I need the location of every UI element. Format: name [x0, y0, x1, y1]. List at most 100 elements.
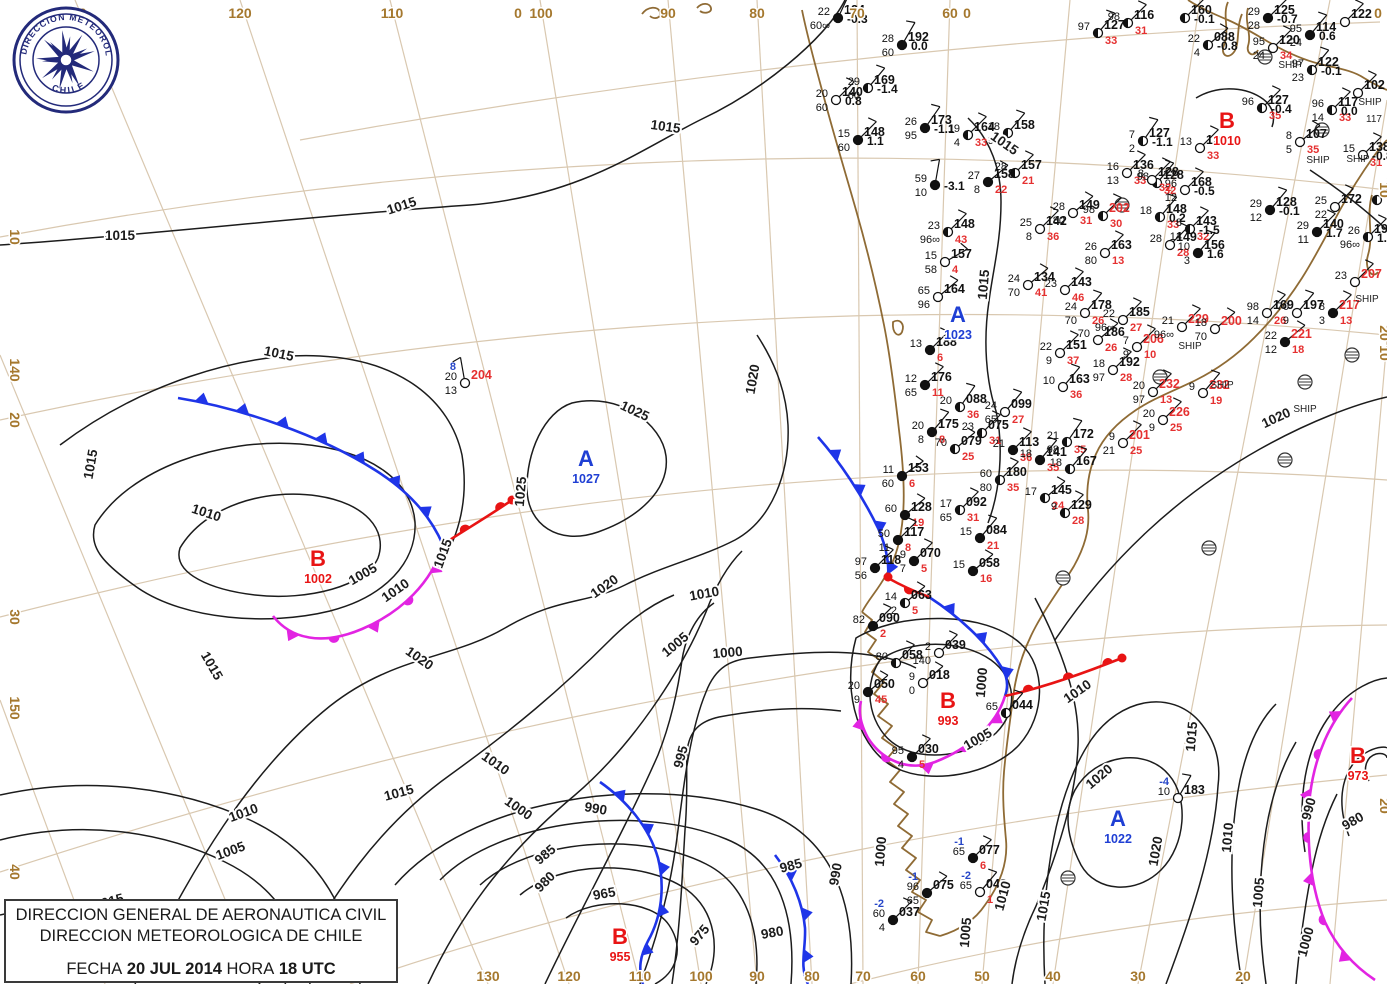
coastline	[696, 2, 712, 14]
hatched-circle-symbol	[1277, 452, 1293, 468]
parallel-line	[299, 21, 1381, 141]
station-red-value: 19	[1210, 395, 1222, 407]
station-half-fill	[1372, 195, 1377, 205]
station-pressure-value: 232	[1159, 377, 1180, 391]
station-dewpoint: 98	[1047, 444, 1059, 456]
isobar-label: 1010	[227, 801, 260, 825]
station-temperature: 28	[1053, 201, 1065, 213]
grid-label: 20	[1235, 968, 1251, 984]
station-tendency-value: 0.8	[845, 94, 862, 108]
station-dewpoint: 60	[838, 142, 850, 154]
station-dewpoint: 28	[1248, 20, 1260, 32]
wind-barb-tick	[876, 64, 885, 69]
station-pressure-value: 140	[1323, 217, 1344, 231]
station-red-value: 4	[952, 264, 959, 276]
station-pressure-value: 117	[1338, 95, 1358, 109]
isobar-label: 1000	[872, 836, 890, 867]
high-center-letter: A	[950, 302, 966, 327]
logo-sun-star	[36, 30, 95, 90]
station-red-value: 1	[987, 894, 993, 906]
station-red-value: 21	[1022, 175, 1034, 187]
station-tendency-value: -0.1	[1279, 204, 1300, 218]
wind-barb-tick	[1084, 191, 1094, 197]
station-temperature: 70	[1277, 301, 1289, 313]
wind-barb-tick	[884, 545, 894, 551]
wind-barb-tick	[1342, 290, 1352, 296]
station-circle	[1059, 284, 1071, 296]
cold-front	[928, 595, 1009, 697]
station-red-value: 36	[1070, 389, 1082, 401]
station-red-value: 28	[1120, 372, 1132, 384]
station-circle	[919, 122, 931, 134]
wind-barb-shaft	[1125, 301, 1142, 318]
isobar-label: 1025	[512, 476, 530, 508]
station-half-fill	[1001, 708, 1006, 718]
station-circle	[906, 751, 918, 763]
station-temperature: 29	[1248, 6, 1260, 18]
wind-barb-shaft	[1067, 494, 1084, 511]
pressure-center-value: 1027	[572, 472, 600, 486]
station-dewpoint: 56	[855, 570, 867, 582]
grid-label: 10	[1377, 345, 1387, 361]
station-plot: 070 5 9 7	[900, 538, 941, 575]
wind-barb-tick	[905, 640, 915, 646]
front-layer	[177, 392, 1376, 984]
station-temperature: 20	[940, 395, 952, 407]
station-pressure-value: 079	[961, 434, 982, 448]
station-pressure-value: 192	[908, 30, 929, 44]
wind-barb-shaft	[970, 116, 987, 133]
station-red-value: 31	[1135, 25, 1147, 37]
wind-barb-tick	[902, 897, 912, 903]
wind-barb-tick	[1073, 417, 1083, 422]
station-plot: 148 330.2 18	[1140, 193, 1187, 231]
station-red-value: 31	[1370, 157, 1382, 169]
station-temperature: 23	[928, 220, 940, 232]
station-tendency-value: -1.4	[877, 82, 898, 96]
station-pressure-value: 160	[1191, 3, 1212, 17]
grid-label: 10	[7, 229, 23, 245]
isobar-label: 1010	[1219, 822, 1237, 853]
station-half-fill	[891, 658, 896, 668]
station-pressure-value: 127	[1104, 18, 1125, 32]
coastline	[892, 319, 904, 336]
wind-barb-shaft	[1347, 3, 1364, 20]
station-temperature: 96	[1312, 98, 1324, 110]
ship-label: SHIP	[1278, 60, 1302, 71]
station-red-value: 43	[955, 234, 967, 246]
station-pressure-value: 088	[966, 392, 987, 406]
meridian-line	[389, 0, 641, 984]
wind-barb-tick	[1016, 109, 1025, 114]
station-red-value: 32	[1159, 182, 1171, 194]
ship-label: SHIP	[1293, 404, 1317, 415]
front-triangle	[1299, 788, 1311, 803]
meridian-line	[756, 0, 813, 984]
station-plot: 206 10 7 9	[1123, 324, 1164, 361]
station-temperature: 12	[905, 373, 917, 385]
wind-barb-shaft	[895, 901, 912, 918]
station-temperature: 65	[918, 285, 930, 297]
station-tendency-value: 1.1	[867, 134, 884, 148]
station-half-fill	[1307, 65, 1312, 75]
station-half-fill	[1180, 13, 1185, 23]
isobar	[519, 867, 715, 984]
station-pressure-value: 127	[1268, 93, 1289, 107]
isobar	[92, 442, 416, 620]
wind-barb-tick	[1182, 773, 1192, 777]
station-temperature: 20	[816, 88, 828, 100]
station-plot: 185 27 22 96∞	[1095, 297, 1150, 334]
front-triangle	[657, 903, 670, 917]
station-circle	[1022, 279, 1034, 291]
station-half-fill	[863, 83, 868, 93]
station-temperature: 98	[1247, 301, 1259, 313]
isobar-label: 1005	[214, 838, 248, 863]
station-circle	[1157, 414, 1169, 426]
station-circle	[1294, 136, 1306, 148]
station-plot: 1931.9 26 96∞	[1340, 214, 1387, 251]
station-plot: 167 18	[1050, 445, 1097, 475]
